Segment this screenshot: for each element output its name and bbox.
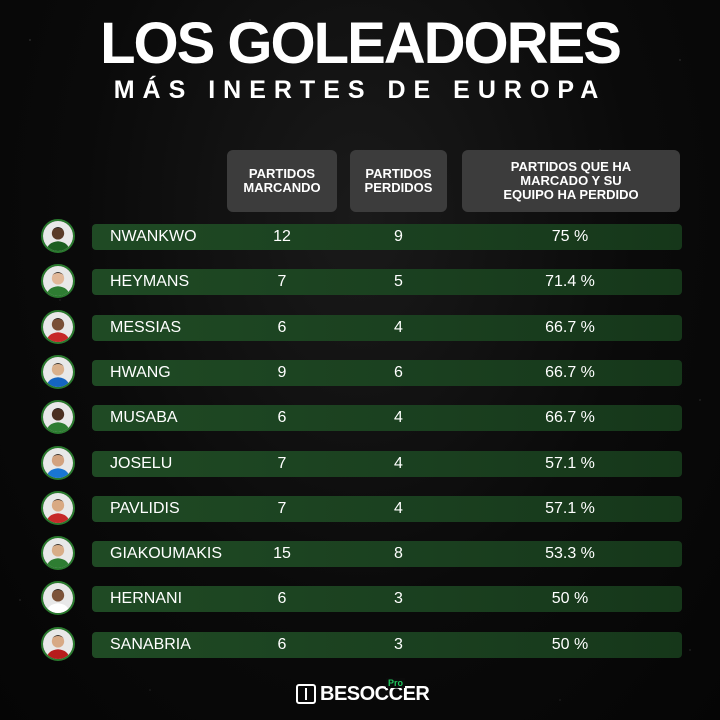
player-avatar-icon [41,581,75,615]
player-avatar-icon [41,310,75,344]
table-row: PAVLIDIS 7 4 57.1 % [0,489,720,529]
partidos-marcando-value: 12 [273,228,291,245]
percentage-value: 75 % [551,228,589,245]
besoccer-logo: BESOCCER Pro [296,678,430,708]
table-row: HERNANI 6 3 50 % [0,579,720,619]
row-bar [92,541,682,567]
header-line: MARCANDO [243,180,321,195]
player-avatar-icon [41,355,75,389]
partidos-marcando-value: 6 [277,636,287,653]
player-name: GIAKOUMAKIS [110,545,223,562]
header-line: PERDIDOS [364,180,433,195]
logo-pro-badge: Pro [386,678,406,688]
header-line: PARTIDOS [248,166,316,181]
player-avatar-icon [41,491,75,525]
partidos-perdidos-value: 4 [394,500,403,517]
player-name: MESSIAS [110,319,182,336]
player-name: NWANKWO [110,228,197,245]
header-partidos-perdidos: PARTIDOS PERDIDOS [350,150,447,212]
player-avatar-icon [41,446,75,480]
player-name: HERNANI [110,590,183,607]
row-bar [92,405,682,431]
percentage-value: 57.1 % [545,500,595,517]
row-bar [92,360,682,386]
player-name: HEYMANS [110,273,190,290]
percentage-value: 71.4 % [545,273,595,290]
row-bar [92,496,682,522]
percentage-value: 66.7 % [545,364,595,381]
table-row: SANABRIA 6 3 50 % [0,625,720,665]
row-bar [92,315,682,341]
percentage-value: 66.7 % [545,409,595,426]
player-avatar-icon [41,536,75,570]
percentage-value: 53.3 % [545,545,595,562]
header-line: PARTIDOS QUE HA [510,159,632,174]
partidos-perdidos-value: 3 [394,636,403,653]
partidos-marcando-value: 7 [277,455,287,472]
row-bar [92,269,682,295]
partidos-marcando-value: 9 [277,364,287,381]
table-row: MESSIAS 6 4 66.7 % [0,308,720,348]
partidos-marcando-value: 6 [277,409,287,426]
row-bar [92,586,682,612]
page-subtitle: MÁS INERTES DE EUROPA [113,76,607,104]
player-name: MUSABA [110,409,178,426]
partidos-marcando-value: 6 [277,319,287,336]
row-bar [92,224,682,250]
player-avatar-icon [41,264,75,298]
player-name: SANABRIA [110,636,191,653]
header-line: EQUIPO HA PERDIDO [503,187,639,202]
header-partidos-marcado-perdido: PARTIDOS QUE HA MARCADO Y SU EQUIPO HA P… [462,150,680,212]
row-bar [92,632,682,658]
partidos-perdidos-value: 4 [394,455,403,472]
partidos-perdidos-value: 4 [394,319,403,336]
player-name: JOSELU [110,455,173,472]
partidos-perdidos-value: 3 [394,590,403,607]
header-partidos-marcando: PARTIDOS MARCANDO [227,150,337,212]
row-bar [92,451,682,477]
header-line: PARTIDOS [365,166,432,181]
percentage-value: 50 % [551,590,589,607]
table-row: HWANG 9 6 66.7 % [0,353,720,393]
partidos-marcando-value: 6 [277,590,287,607]
table-row: HEYMANS 7 5 71.4 % [0,262,720,302]
partidos-perdidos-value: 6 [394,364,403,381]
partidos-perdidos-value: 5 [394,273,403,290]
percentage-value: 57.1 % [545,455,595,472]
player-name: PAVLIDIS [110,500,180,517]
player-avatar-icon [41,400,75,434]
partidos-marcando-value: 15 [273,545,291,562]
partidos-marcando-value: 7 [277,273,287,290]
besoccer-logo-icon [296,684,316,704]
logo-text: BESOCCER [320,683,430,705]
partidos-marcando-value: 7 [277,500,287,517]
header-line: MARCADO Y SU [520,173,622,188]
percentage-value: 50 % [551,636,589,653]
partidos-perdidos-value: 4 [394,409,403,426]
percentage-value: 66.7 % [545,319,595,336]
table-row: JOSELU 7 4 57.1 % [0,444,720,484]
table-row: NWANKWO 12 9 75 % [0,217,720,257]
partidos-perdidos-value: 9 [394,228,403,245]
player-name: HWANG [110,364,171,381]
player-avatar-icon [41,627,75,661]
player-avatar-icon [41,219,75,253]
partidos-perdidos-value: 8 [394,545,403,562]
page-title: LOS GOLEADORES [100,11,622,76]
table-row: MUSABA 6 4 66.7 % [0,398,720,438]
table-row: GIAKOUMAKIS 15 8 53.3 % [0,534,720,574]
